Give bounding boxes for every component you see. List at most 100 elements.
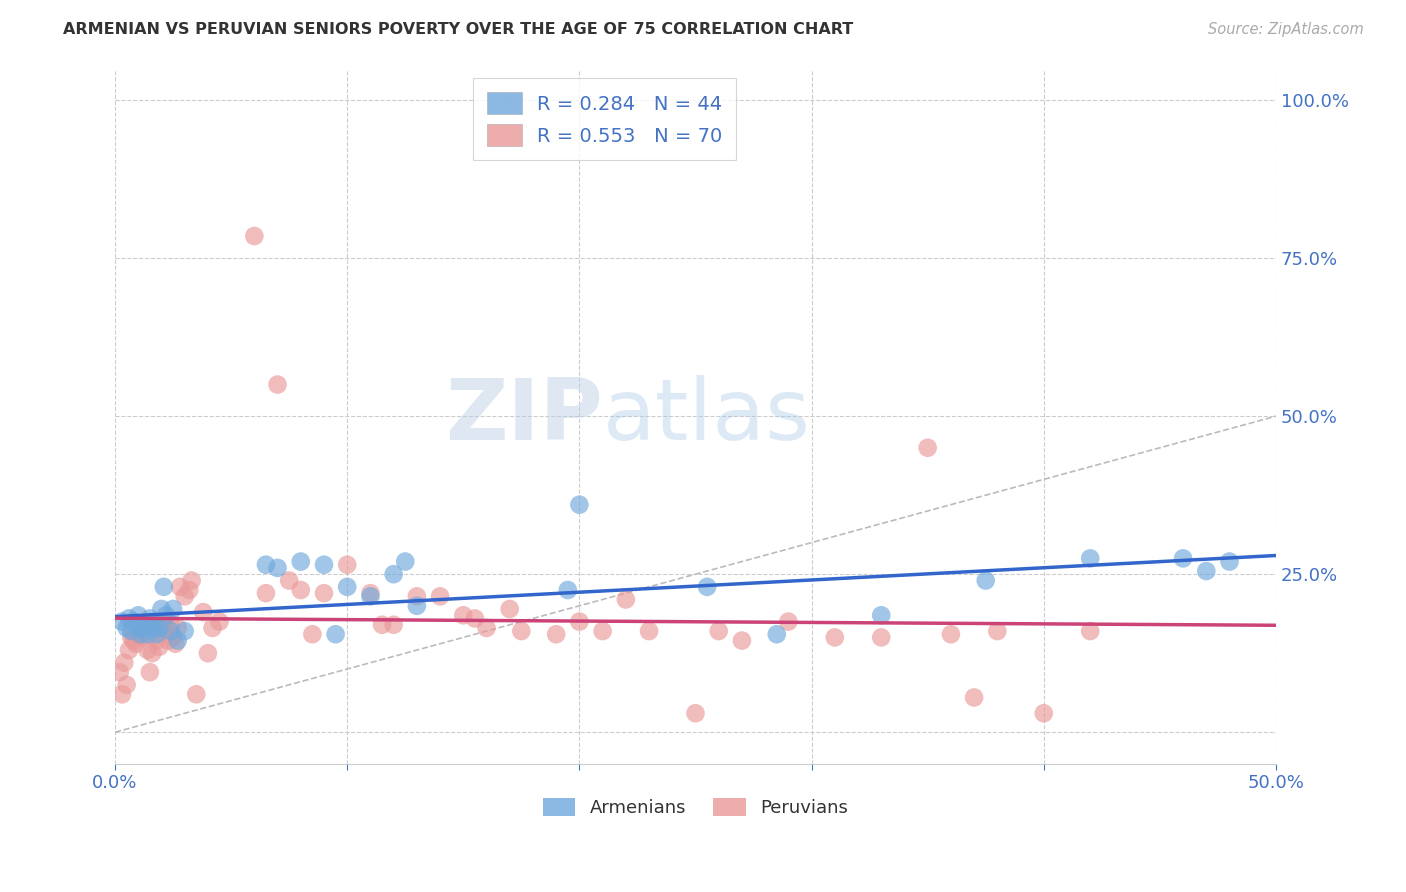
Point <box>707 624 730 638</box>
Point <box>546 627 568 641</box>
Point <box>146 627 169 641</box>
Point <box>312 586 335 600</box>
Point <box>148 621 170 635</box>
Text: Source: ZipAtlas.com: Source: ZipAtlas.com <box>1208 22 1364 37</box>
Point <box>394 555 416 569</box>
Point <box>359 586 381 600</box>
Point <box>132 631 155 645</box>
Point <box>290 582 312 597</box>
Point <box>157 633 180 648</box>
Point <box>115 621 138 635</box>
Point <box>201 621 224 635</box>
Point <box>108 665 131 680</box>
Point <box>243 229 266 244</box>
Point <box>778 615 800 629</box>
Point <box>382 617 405 632</box>
Point <box>111 687 134 701</box>
Point <box>510 624 533 638</box>
Point <box>254 586 277 600</box>
Point <box>208 615 231 629</box>
Point <box>141 646 163 660</box>
Point <box>146 633 169 648</box>
Point <box>112 656 135 670</box>
Point <box>162 602 184 616</box>
Point <box>696 580 718 594</box>
Point <box>150 624 173 638</box>
Point <box>917 441 939 455</box>
Point <box>1218 555 1240 569</box>
Point <box>336 558 359 572</box>
Point <box>152 580 174 594</box>
Point <box>180 574 202 588</box>
Point <box>939 627 962 641</box>
Point <box>731 633 754 648</box>
Point <box>134 621 156 635</box>
Point <box>405 590 427 604</box>
Point <box>136 643 159 657</box>
Point <box>122 615 145 629</box>
Point <box>614 592 637 607</box>
Point <box>115 678 138 692</box>
Point <box>557 582 579 597</box>
Point <box>139 611 162 625</box>
Point <box>132 617 155 632</box>
Point <box>312 558 335 572</box>
Text: ARMENIAN VS PERUVIAN SENIORS POVERTY OVER THE AGE OF 75 CORRELATION CHART: ARMENIAN VS PERUVIAN SENIORS POVERTY OVE… <box>63 22 853 37</box>
Point <box>111 615 134 629</box>
Point <box>125 637 148 651</box>
Point <box>568 498 591 512</box>
Point <box>162 631 184 645</box>
Point <box>301 627 323 641</box>
Point <box>143 621 166 635</box>
Point <box>173 624 195 638</box>
Point <box>125 617 148 632</box>
Point <box>254 558 277 572</box>
Point <box>165 637 187 651</box>
Point <box>638 624 661 638</box>
Point <box>169 580 191 594</box>
Point <box>870 608 893 623</box>
Point <box>143 617 166 632</box>
Legend: Armenians, Peruvians: Armenians, Peruvians <box>536 790 855 824</box>
Point <box>266 377 288 392</box>
Point <box>136 627 159 641</box>
Point <box>159 624 181 638</box>
Point <box>150 602 173 616</box>
Point <box>134 621 156 635</box>
Point <box>1078 551 1101 566</box>
Point <box>129 617 152 632</box>
Point <box>173 590 195 604</box>
Point <box>118 643 141 657</box>
Point <box>193 605 215 619</box>
Point <box>824 631 846 645</box>
Point <box>148 640 170 654</box>
Point <box>179 582 201 597</box>
Point <box>986 624 1008 638</box>
Point <box>266 561 288 575</box>
Point <box>278 574 301 588</box>
Point <box>592 624 614 638</box>
Point <box>290 555 312 569</box>
Point <box>1195 564 1218 578</box>
Point <box>129 627 152 641</box>
Point <box>1171 551 1194 566</box>
Point <box>974 574 997 588</box>
Point <box>325 627 347 641</box>
Point <box>1032 706 1054 721</box>
Point <box>405 599 427 613</box>
Point <box>155 621 177 635</box>
Text: ZIP: ZIP <box>444 375 603 458</box>
Point <box>127 608 149 623</box>
Point <box>166 621 188 635</box>
Point <box>197 646 219 660</box>
Point <box>127 621 149 635</box>
Point <box>475 621 498 635</box>
Point <box>685 706 707 721</box>
Point <box>159 617 181 632</box>
Point <box>499 602 522 616</box>
Point <box>120 624 142 638</box>
Point <box>963 690 986 705</box>
Point <box>122 633 145 648</box>
Point <box>429 590 451 604</box>
Point <box>382 567 405 582</box>
